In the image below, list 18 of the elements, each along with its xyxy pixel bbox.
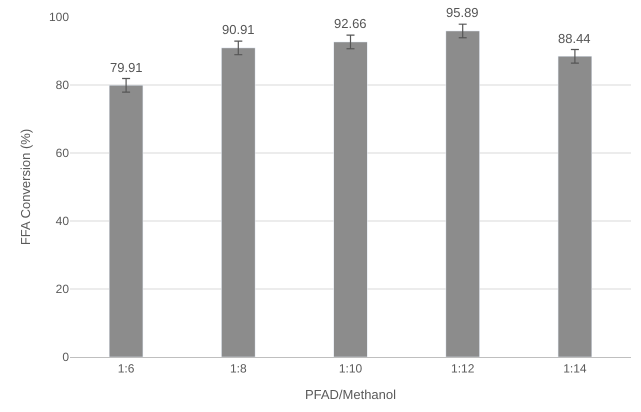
data-label: 88.44 (558, 31, 591, 46)
data-label: 90.91 (222, 22, 255, 37)
y-tick-label: 0 (62, 350, 70, 364)
data-label: 95.89 (446, 5, 479, 20)
y-tick-label: 100 (48, 10, 70, 24)
y-tick-label: 80 (56, 78, 70, 92)
x-tick-label: 1:12 (451, 361, 475, 376)
y-axis-title: FFA Conversion (%) (18, 128, 33, 246)
x-tick-label: 1:14 (563, 361, 587, 376)
y-tick-label: 40 (56, 214, 70, 228)
x-tick-label: 1:8 (230, 361, 247, 376)
data-label: 92.66 (334, 16, 367, 31)
x-axis-title: PFAD/Methanol (304, 387, 396, 402)
y-tick-label: 60 (56, 146, 70, 160)
x-tick-label: 1:10 (338, 361, 362, 376)
y-tick-label: 20 (56, 282, 70, 296)
x-tick-label: 1:6 (118, 361, 135, 376)
data-label: 79.91 (110, 60, 143, 75)
